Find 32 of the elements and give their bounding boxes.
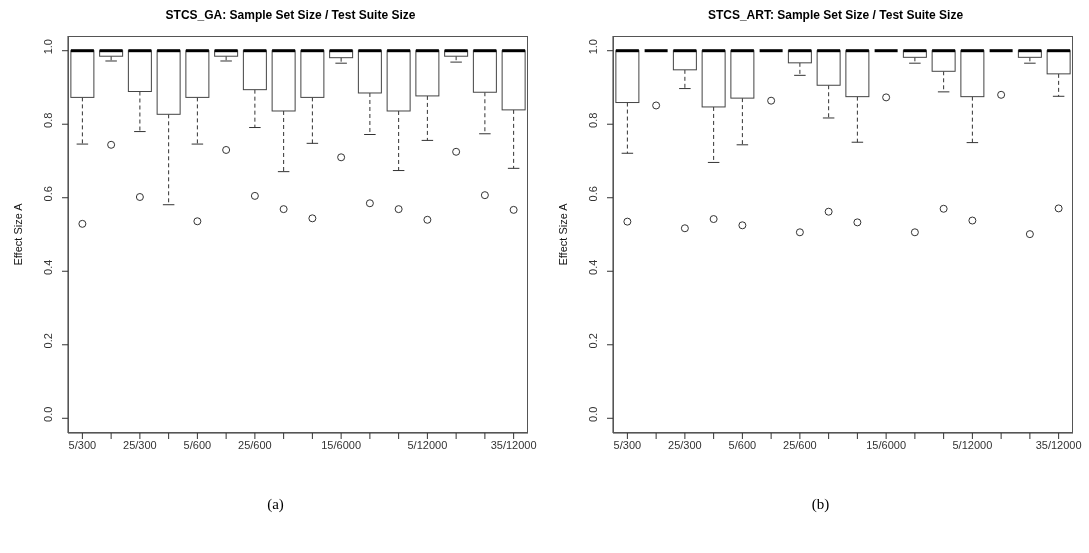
y-tick-label: 0.6 bbox=[587, 186, 599, 202]
x-tick-label: 25/600 bbox=[238, 438, 272, 451]
x-tick-label: 35/12000 bbox=[1035, 438, 1082, 451]
text: (a) bbox=[266, 496, 285, 513]
y-axis-title: Effect Size A bbox=[11, 202, 24, 266]
x-tick-label: 5/600 bbox=[728, 438, 757, 451]
x-tick-label: 5/600 bbox=[183, 438, 212, 451]
y-tick-label: 0.0 bbox=[42, 406, 54, 422]
text: (b) bbox=[810, 496, 831, 513]
x-tick-label: 25/600 bbox=[783, 438, 817, 451]
x-tick-label: 5/12000 bbox=[407, 438, 448, 451]
x-tick-label: 35/12000 bbox=[490, 438, 537, 451]
y-tick-label: 0.8 bbox=[42, 112, 54, 128]
x-tick-label: 25/300 bbox=[668, 438, 702, 451]
chart-title: STCS_GA: Sample Set Size / Test Suite Size bbox=[164, 8, 417, 24]
x-tick-label: 15/6000 bbox=[866, 438, 907, 451]
y-tick-label: 0.8 bbox=[587, 112, 599, 128]
y-tick-label: 1.0 bbox=[42, 39, 54, 55]
x-tick-label: 5/300 bbox=[68, 438, 97, 451]
chart-title: STCS_ART: Sample Set Size / Test Suite Size bbox=[706, 8, 965, 24]
y-tick-label: 0.0 bbox=[587, 406, 599, 422]
x-tick-label: 15/6000 bbox=[321, 438, 362, 451]
y-tick-label: 1.0 bbox=[587, 39, 599, 55]
x-tick-label: 5/12000 bbox=[952, 438, 993, 451]
x-tick-label: 5/300 bbox=[613, 438, 642, 451]
y-tick-label: 0.4 bbox=[42, 259, 54, 275]
y-tick-label: 0.4 bbox=[587, 259, 599, 275]
x-tick-label: 25/300 bbox=[123, 438, 157, 451]
y-tick-label: 0.2 bbox=[587, 333, 599, 349]
y-tick-label: 0.2 bbox=[42, 333, 54, 349]
y-tick-label: 0.6 bbox=[42, 186, 54, 202]
y-axis-title: Effect Size A bbox=[556, 202, 569, 266]
